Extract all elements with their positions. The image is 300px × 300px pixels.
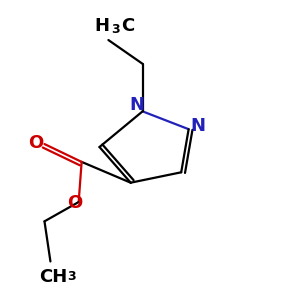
Text: C: C xyxy=(121,17,134,35)
Text: CH: CH xyxy=(39,268,68,286)
Text: 3: 3 xyxy=(68,270,76,284)
Text: 3: 3 xyxy=(111,23,120,37)
Text: N: N xyxy=(191,117,206,135)
Text: O: O xyxy=(68,194,83,212)
Text: N: N xyxy=(130,96,145,114)
Text: H: H xyxy=(95,17,110,35)
Text: O: O xyxy=(28,134,43,152)
